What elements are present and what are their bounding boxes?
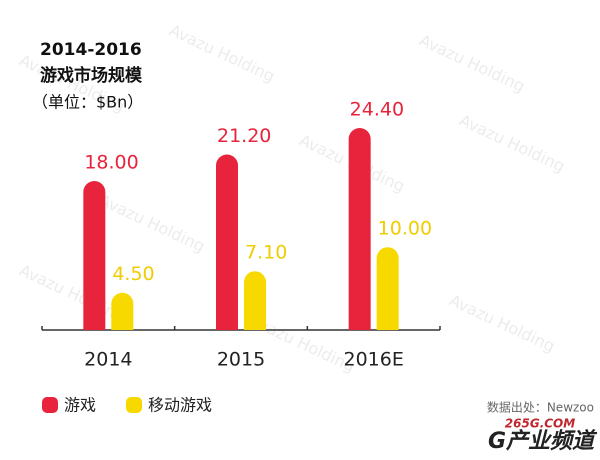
bar	[376, 247, 399, 330]
value-label: 21.20	[217, 125, 271, 147]
x-tick-label: 2015	[217, 349, 265, 371]
legend-swatch	[42, 397, 58, 413]
value-label: 24.40	[350, 99, 404, 121]
legend-swatch	[126, 397, 142, 413]
x-tick-label: 2014	[84, 349, 132, 371]
logo-bottom: G产业频道	[488, 428, 598, 454]
bar	[216, 154, 238, 330]
chart-subtitle: 游戏市场规模	[40, 65, 143, 86]
watermark: Avazu Holding	[446, 290, 557, 355]
bar	[348, 128, 371, 330]
bar	[244, 271, 266, 330]
bar	[83, 180, 106, 330]
chart-title: 2014-2016	[40, 40, 142, 60]
value-label: 10.00	[378, 218, 432, 240]
watermark: Avazu Holding	[96, 190, 207, 255]
source: 数据出处：Newzoo	[487, 400, 594, 415]
value-label: 7.10	[245, 242, 287, 264]
unit-label: （单位：$Bn）	[32, 93, 143, 112]
legend-label: 游戏	[64, 396, 96, 415]
x-tick-label: 2016E	[343, 349, 403, 371]
watermark: Avazu Holding	[456, 110, 567, 175]
logo-top: 265G.COM	[505, 417, 575, 431]
value-label: 18.00	[84, 151, 138, 173]
watermark: Avazu Holding	[16, 260, 127, 325]
watermark: Avazu Holding	[166, 20, 277, 85]
bar	[111, 292, 134, 330]
value-label: 4.50	[112, 263, 154, 285]
watermark: Avazu Holding	[416, 30, 527, 95]
legend-label: 移动游戏	[148, 396, 212, 415]
